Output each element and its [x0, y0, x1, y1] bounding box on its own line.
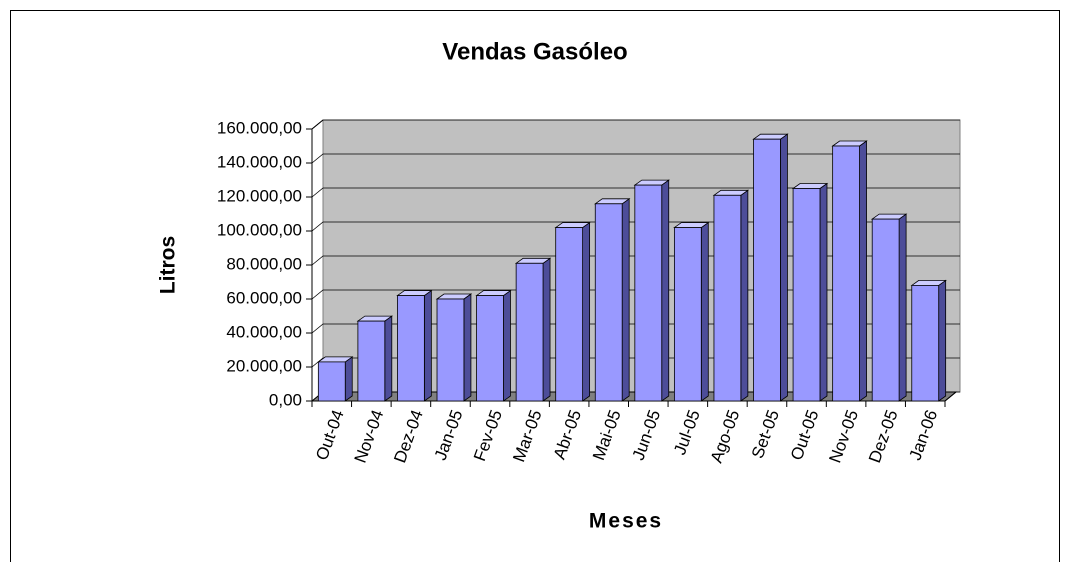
y-axis-label: Litros — [157, 236, 180, 294]
y-tick-label: 0,00 — [269, 390, 302, 409]
bar-side — [463, 293, 472, 402]
y-tick-label: 120.000,00 — [217, 186, 302, 205]
bar — [555, 227, 584, 402]
x-axis-depth — [944, 391, 957, 402]
bar — [317, 361, 346, 402]
bar-side — [661, 179, 670, 402]
y-tick-label: 40.000,00 — [226, 322, 302, 341]
bar — [397, 295, 425, 402]
bar-side — [621, 198, 630, 402]
bar-side — [780, 133, 788, 402]
grid-line — [311, 119, 960, 130]
y-tick-label: 60.000,00 — [226, 288, 302, 307]
bar — [792, 188, 821, 402]
bar — [594, 203, 623, 402]
bar-side — [542, 257, 551, 402]
y-tick-label: 20.000,00 — [226, 356, 302, 375]
grid-line — [311, 187, 960, 198]
bar — [436, 298, 465, 402]
bar — [673, 227, 702, 402]
bar — [713, 194, 742, 402]
grid-line — [311, 153, 960, 164]
bar — [357, 320, 386, 402]
bar — [515, 262, 544, 402]
bar-side — [384, 315, 393, 402]
bar-side — [819, 182, 828, 402]
bar — [476, 295, 504, 402]
x-axis-label: Meses — [589, 510, 663, 533]
bar-side — [938, 279, 947, 402]
y-tick-label: 160.000,00 — [217, 118, 302, 137]
chart-title: Vendas Gasóleo — [442, 38, 627, 65]
bar — [871, 218, 900, 402]
bar-side — [859, 140, 867, 402]
bar — [832, 145, 860, 402]
y-tick-label: 80.000,00 — [226, 254, 302, 273]
y-tick-label: 140.000,00 — [217, 152, 302, 171]
bar-side — [582, 221, 591, 402]
bar — [911, 284, 940, 402]
bar-side — [700, 221, 709, 402]
bar-side — [898, 213, 907, 402]
bar-side — [423, 289, 432, 402]
y-tick-label: 100.000,00 — [217, 220, 302, 239]
bar-side — [503, 289, 511, 402]
bar-side — [344, 356, 353, 402]
bar-side — [740, 189, 749, 402]
bar — [634, 184, 663, 402]
bar — [753, 138, 781, 402]
